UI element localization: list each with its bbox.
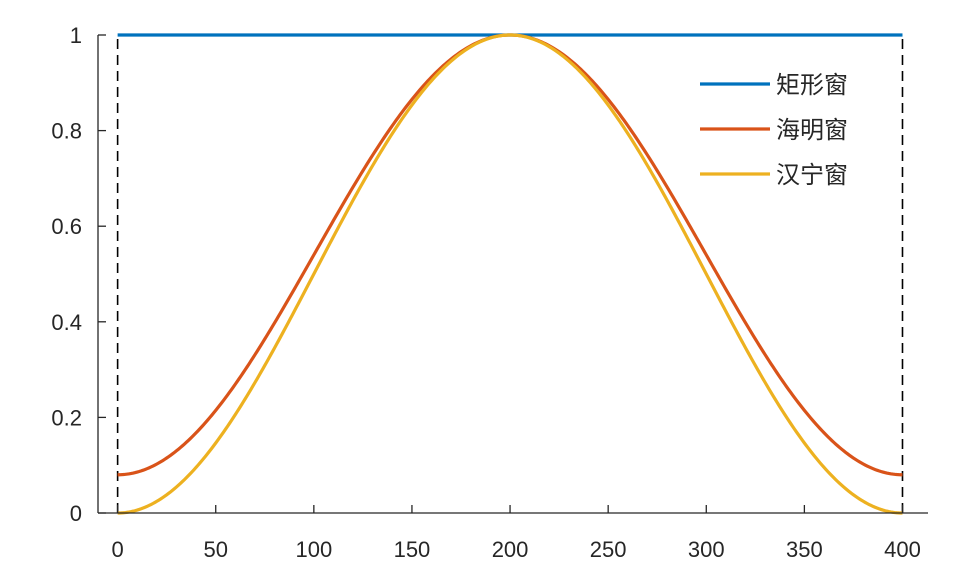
x-tick: 300 — [688, 505, 725, 562]
y-tick-label: 0 — [70, 501, 82, 526]
x-tick-label: 100 — [295, 537, 332, 562]
legend-item: 汉宁窗 — [700, 161, 848, 189]
legend-label: 海明窗 — [776, 116, 848, 144]
x-tick-label: 50 — [203, 537, 227, 562]
x-tick: 150 — [394, 505, 431, 562]
x-tick-label: 400 — [884, 537, 921, 562]
y-tick-label: 0.2 — [51, 405, 82, 430]
legend-item: 海明窗 — [700, 116, 848, 144]
x-tick: 250 — [590, 505, 627, 562]
x-tick-label: 200 — [492, 537, 529, 562]
x-tick-label: 250 — [590, 537, 627, 562]
x-tick: 0 — [111, 505, 124, 562]
plot-area — [116, 33, 904, 515]
x-tick: 50 — [203, 505, 228, 562]
legend-item: 矩形窗 — [700, 71, 848, 99]
legend-label: 矩形窗 — [776, 71, 848, 99]
y-tick: 1 — [70, 23, 106, 48]
y-tick: 0 — [70, 501, 106, 526]
y-tick-label: 0.4 — [51, 310, 82, 335]
y-axis: 0 0.2 0.4 0.6 0.8 1 — [51, 23, 106, 526]
y-tick-label: 1 — [70, 23, 82, 48]
legend-label: 汉宁窗 — [776, 161, 848, 189]
x-tick: 100 — [295, 505, 332, 562]
series-line-2 — [117, 33, 903, 515]
x-tick-label: 0 — [111, 537, 123, 562]
series-line-1 — [117, 33, 903, 477]
x-tick-label: 350 — [786, 537, 823, 562]
x-tick: 350 — [786, 505, 823, 562]
x-axis: 0 50 100 150 200 250 300 350 400 — [98, 505, 928, 562]
x-tick: 400 — [884, 505, 921, 562]
y-tick: 0.4 — [51, 310, 106, 335]
x-tick-label: 300 — [688, 537, 725, 562]
y-tick-label: 0.6 — [51, 214, 82, 239]
y-tick-label: 0.8 — [51, 119, 82, 144]
x-tick-label: 150 — [394, 537, 431, 562]
y-tick: 0.6 — [51, 214, 106, 239]
y-tick: 0.2 — [51, 405, 106, 430]
y-tick: 0.8 — [51, 119, 106, 144]
x-tick: 200 — [492, 505, 529, 562]
